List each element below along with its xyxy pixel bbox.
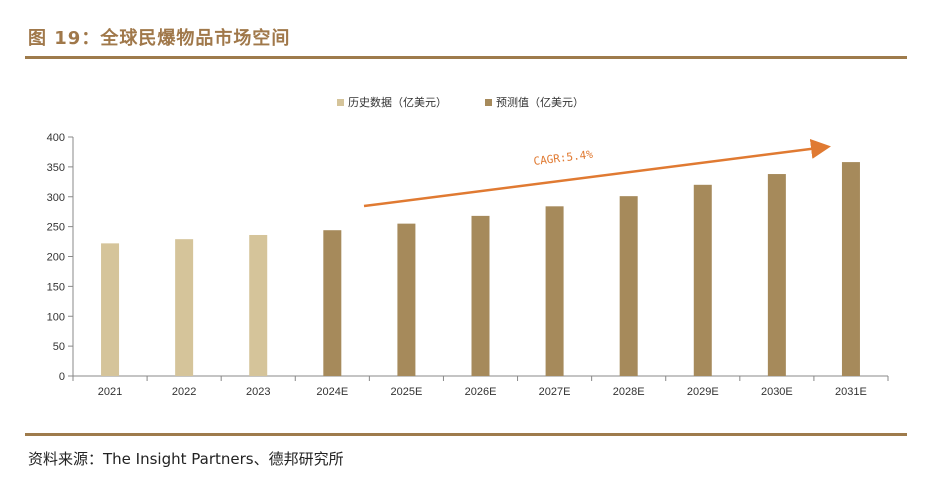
cagr-arrow xyxy=(363,138,831,208)
bar-chart: 0 50 100 150 200 250 300 350 400 2021 2022 2023 2024… xyxy=(47,95,889,398)
bottom-divider xyxy=(25,433,907,436)
figure-title: 图 19：全球民爆物品市场空间 xyxy=(28,28,291,49)
y-tick-label: 50 xyxy=(53,341,65,353)
bar-2023 xyxy=(249,234,268,376)
x-tick-label: 2029E xyxy=(687,386,719,398)
x-tick-label: 2024E xyxy=(316,386,348,398)
y-tick-label: 400 xyxy=(47,132,65,144)
y-tick-label: 350 xyxy=(47,162,65,174)
source-note: 资料来源：The Insight Partners、德邦研究所 xyxy=(28,450,344,468)
bar-2030e xyxy=(767,174,786,376)
x-tick-label: 2030E xyxy=(761,386,793,398)
y-tick-label: 200 xyxy=(47,252,65,264)
x-tick-label: 2021 xyxy=(98,386,122,398)
cagr-label: CAGR:5.4% xyxy=(533,148,594,168)
y-tick-label: 150 xyxy=(47,281,65,293)
x-tick-label: 2026E xyxy=(465,386,497,398)
legend-label: 历史数据（亿美元） xyxy=(348,95,447,109)
bar-2029e xyxy=(693,184,712,376)
bar-2024e xyxy=(323,230,342,376)
bar-2022 xyxy=(175,239,194,376)
y-tick-label: 300 xyxy=(47,192,65,204)
x-tick-label: 2025E xyxy=(391,386,423,398)
x-tick-label: 2028E xyxy=(613,386,645,398)
bar-2028e xyxy=(619,196,638,376)
y-tick-label: 0 xyxy=(59,371,65,383)
bar-2027e xyxy=(545,206,564,376)
bar-2021 xyxy=(101,243,120,376)
legend-swatch xyxy=(337,99,344,106)
top-divider xyxy=(25,56,907,59)
legend-swatch xyxy=(485,99,492,106)
legend-label: 预测值（亿美元） xyxy=(496,96,584,109)
y-tick-label: 100 xyxy=(47,311,65,323)
x-tick-label: 2031E xyxy=(835,386,867,398)
bar-2025e xyxy=(397,223,416,376)
x-tick-label: 2022 xyxy=(172,386,196,398)
x-tick-label: 2023 xyxy=(246,386,270,398)
y-tick-label: 250 xyxy=(47,222,65,234)
bar-2031e xyxy=(841,162,860,376)
bar-2026e xyxy=(471,215,490,376)
x-tick-label: 2027E xyxy=(539,386,571,398)
